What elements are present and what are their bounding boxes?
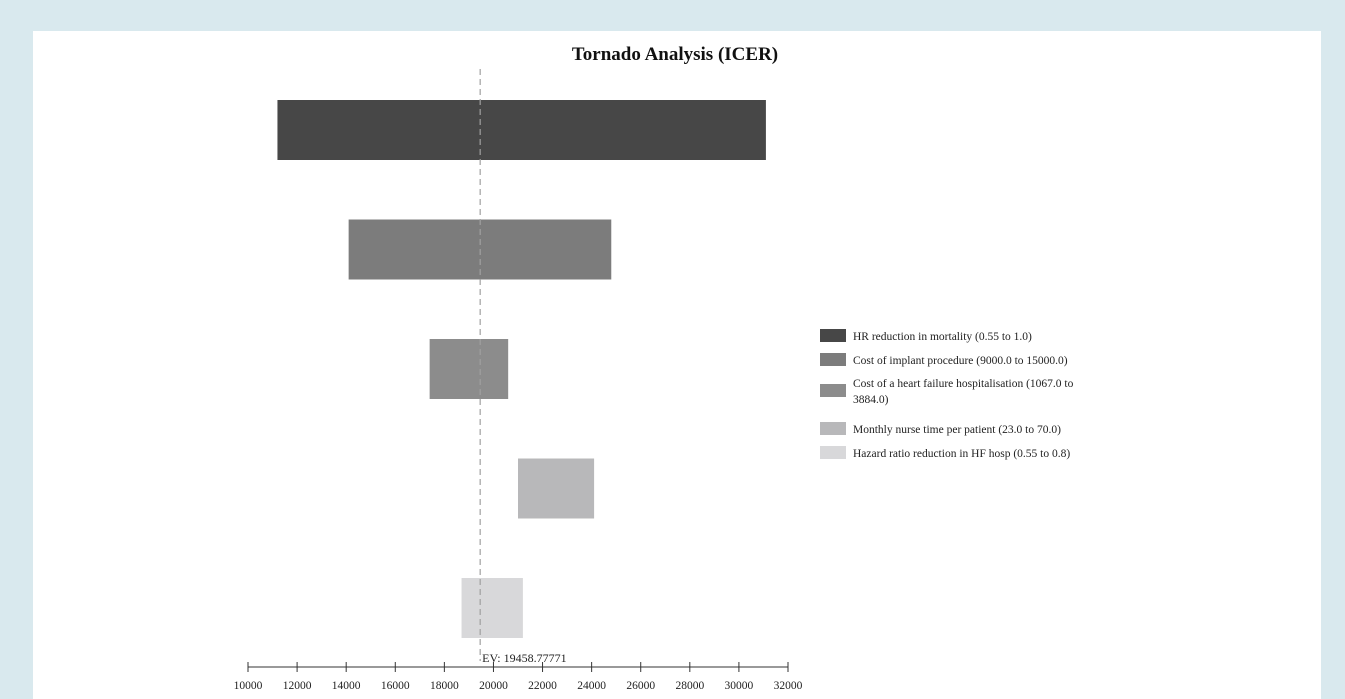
- legend-label: Cost of a heart failure hospitalisation …: [853, 378, 1074, 390]
- expected-value-label: EV: 19458.77771: [482, 651, 566, 665]
- x-tick-label: 32000: [774, 680, 803, 692]
- legend-swatch: [820, 384, 846, 397]
- legend-label: Hazard ratio reduction in HF hosp (0.55 …: [853, 448, 1070, 460]
- tornado-bar: [429, 339, 509, 399]
- legend-label: 3884.0): [853, 394, 889, 406]
- chart-panel: Tornado Analysis (ICER) EV: 19458.77771 …: [33, 31, 1321, 699]
- x-tick-label: 28000: [675, 680, 704, 692]
- legend-label: Monthly nurse time per patient (23.0 to …: [853, 424, 1061, 436]
- tornado-bar: [277, 100, 766, 160]
- legend-swatch: [820, 422, 846, 435]
- tornado-chart: Tornado Analysis (ICER) EV: 19458.77771 …: [234, 44, 1074, 692]
- x-tick-label: 18000: [430, 680, 459, 692]
- legend-swatch: [820, 446, 846, 459]
- x-tick-label: 12000: [283, 680, 312, 692]
- legend-swatch: [820, 353, 846, 366]
- x-tick-label: 22000: [528, 680, 557, 692]
- chart-title: Tornado Analysis (ICER): [572, 44, 778, 65]
- legend-label: HR reduction in mortality (0.55 to 1.0): [853, 331, 1032, 343]
- tornado-bar: [518, 458, 595, 519]
- x-tick-label: 16000: [381, 680, 410, 692]
- x-tick-label: 20000: [479, 680, 508, 692]
- legend-label: Cost of implant procedure (9000.0 to 150…: [853, 355, 1068, 367]
- legend-swatch: [820, 329, 846, 342]
- x-tick-label: 10000: [234, 680, 263, 692]
- x-tick-label: 24000: [577, 680, 606, 692]
- x-tick-label: 30000: [725, 680, 754, 692]
- x-tick-label: 26000: [626, 680, 655, 692]
- tornado-bar: [461, 578, 523, 638]
- x-tick-label: 14000: [332, 680, 361, 692]
